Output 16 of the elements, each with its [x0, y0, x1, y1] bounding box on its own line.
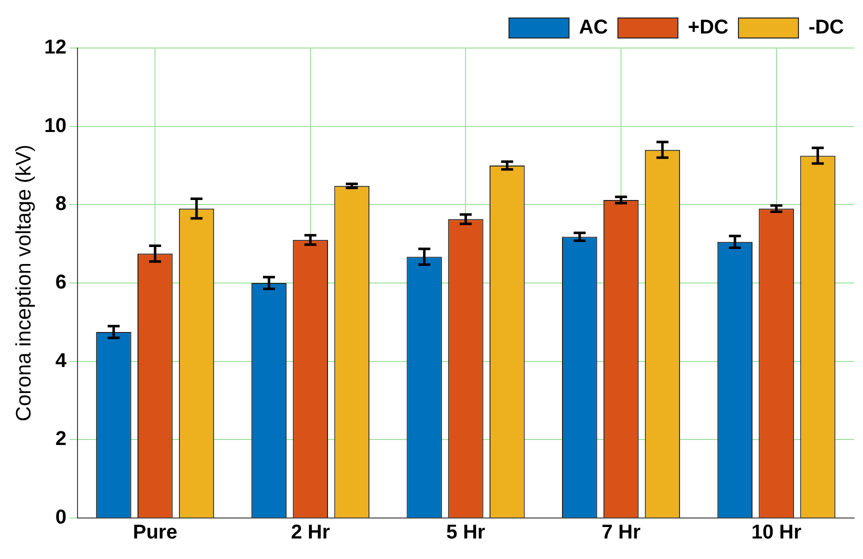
y-tick-label: 12 — [44, 36, 66, 59]
x-tick-label: 2 Hr — [290, 522, 330, 544]
x-tick-label: Pure — [132, 522, 178, 544]
x-tick-label: 7 Hr — [602, 522, 641, 544]
y-tick-label: 2 — [55, 428, 66, 450]
y-tick-label: 8 — [55, 193, 66, 216]
y-tick-label: 0 — [55, 506, 66, 529]
x-tick-label: 5 Hr — [446, 522, 486, 544]
y-tick-label: 4 — [55, 350, 68, 372]
legend-label: +DC — [688, 16, 728, 39]
y-tick-label: 10 — [44, 114, 66, 137]
y-axis-title: Corona inception voltage (kV) — [12, 144, 36, 422]
legend-label: -DC — [808, 16, 844, 39]
y-tick-label: 6 — [55, 272, 66, 294]
x-tick-label: 10 Hr — [751, 522, 802, 544]
legend-label: AC — [579, 16, 608, 39]
